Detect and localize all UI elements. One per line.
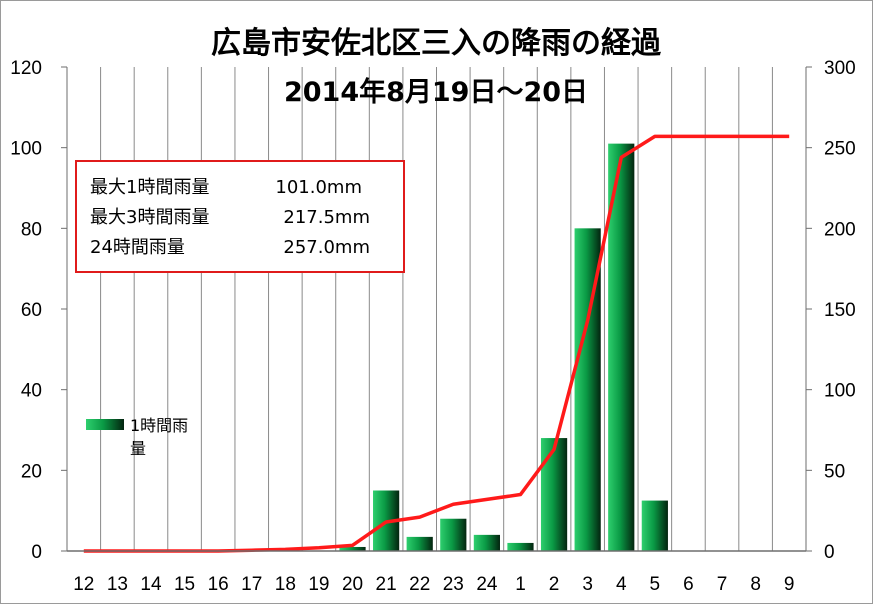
x-tick-label: 9 [784, 574, 795, 595]
x-tick-label: 13 [107, 574, 128, 595]
x-tick-label: 23 [443, 574, 464, 595]
right-tick-label: 300 [824, 58, 856, 79]
bar-5 [641, 500, 668, 551]
x-tick-label: 8 [750, 574, 761, 595]
x-tick-label: 21 [376, 574, 397, 595]
left-tick-label: 0 [31, 542, 42, 563]
x-tick-label: 5 [650, 574, 661, 595]
right-tick-label: 100 [824, 381, 856, 402]
info-box: 最大1時間雨量 101.0mm 最大3時間雨量 217.5mm 24時間雨量 2… [75, 160, 405, 273]
right-tick-label: 150 [824, 300, 856, 321]
x-tick-label: 20 [342, 574, 363, 595]
right-tick-label: 250 [824, 139, 856, 160]
info-box-border [75, 160, 405, 273]
bar-1 [507, 542, 534, 551]
info-value-24h: 257.0mm [283, 237, 370, 258]
chart-title-line2: 2014年8月19日～20日 [284, 76, 588, 108]
left-tick-label: 120 [10, 58, 42, 79]
legend-label-line2: 量 [130, 439, 146, 458]
legend: 1時間雨 量 [86, 416, 188, 458]
bar-24 [473, 534, 500, 551]
bar-22 [406, 536, 433, 551]
left-tick-label: 80 [21, 219, 42, 240]
legend-label-line1: 1時間雨 [130, 416, 188, 435]
info-value-max3h: 217.5mm [283, 207, 370, 228]
x-tick-label: 16 [208, 574, 229, 595]
info-label-24h: 24時間雨量 [90, 237, 185, 258]
x-tick-label: 17 [241, 574, 262, 595]
x-tick-label: 1 [515, 574, 526, 595]
x-tick-label: 2 [549, 574, 560, 595]
x-tick-label: 4 [616, 574, 627, 595]
x-tick-label: 18 [275, 574, 296, 595]
x-tick-label: 6 [683, 574, 694, 595]
bar-4 [608, 143, 635, 551]
left-tick-label: 100 [10, 139, 42, 160]
x-tick-label: 12 [73, 574, 94, 595]
x-tick-label: 24 [476, 574, 498, 595]
x-tick-label: 7 [717, 574, 728, 595]
bar-20 [339, 546, 366, 551]
left-tick-label: 40 [21, 381, 42, 402]
x-tick-label: 3 [582, 574, 593, 595]
right-tick-label: 200 [824, 219, 856, 240]
left-tick-label: 60 [21, 300, 42, 321]
bar-23 [440, 518, 467, 551]
right-tick-label: 50 [824, 461, 845, 482]
info-label-max3h: 最大3時間雨量 [90, 207, 209, 228]
legend-swatch [86, 419, 124, 430]
info-value-max1h: 101.0mm [275, 177, 362, 198]
x-tick-label: 22 [409, 574, 430, 595]
x-tick-label: 15 [174, 574, 195, 595]
bar-series [339, 143, 668, 552]
left-tick-label: 20 [21, 461, 42, 482]
info-label-max1h: 最大1時間雨量 [90, 177, 209, 198]
x-tick-label: 19 [308, 574, 329, 595]
x-tick-label: 14 [140, 574, 162, 595]
chart-title-line1: 広島市安佐北区三入の降雨の経過 [211, 26, 662, 61]
bar-2 [540, 438, 568, 551]
right-tick-label: 0 [824, 542, 835, 563]
